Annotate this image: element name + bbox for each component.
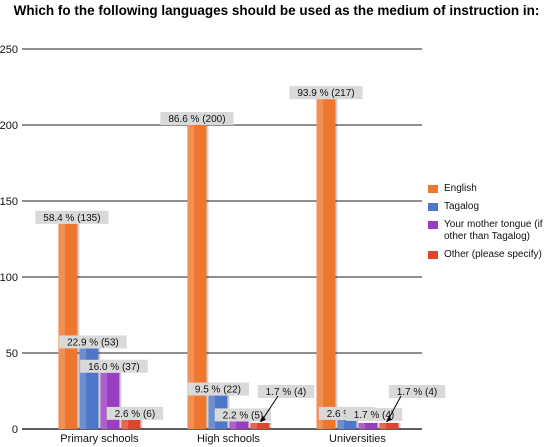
- label-leader-arrow: [259, 415, 266, 422]
- legend-label: English: [444, 183, 477, 194]
- bar: [229, 421, 249, 429]
- data-label: 1.7 % (4): [354, 410, 395, 421]
- data-label-box: [388, 385, 446, 398]
- data-label-box: [186, 382, 249, 396]
- bar-highlight: [121, 419, 129, 429]
- bar: [187, 125, 207, 429]
- bar-highlight: [100, 372, 108, 429]
- bar-highlight: [58, 223, 66, 429]
- bar: [316, 99, 336, 429]
- x-tick-label: High schools: [197, 433, 260, 445]
- data-label: 22.9 % (53): [67, 337, 119, 348]
- data-label: 1.7 % (4): [397, 387, 438, 398]
- bar: [358, 422, 378, 429]
- legend-swatch: [428, 251, 438, 259]
- bar-highlight: [208, 395, 216, 429]
- data-label-box: [289, 86, 363, 100]
- x-tick-label: Universities: [329, 433, 386, 445]
- data-label: 9.5 % (22): [195, 385, 241, 396]
- y-tick-label: 0: [12, 424, 18, 436]
- data-label-box: [59, 335, 127, 349]
- bar: [58, 223, 78, 429]
- y-tick-label: 150: [0, 196, 18, 208]
- y-tick-label: 50: [6, 348, 18, 360]
- data-label: 2.6 % (6): [115, 409, 156, 420]
- bar-highlight: [316, 99, 324, 429]
- data-label: 86.6 % (200): [168, 114, 225, 125]
- data-label: 1.7 % (4): [266, 387, 307, 398]
- data-label: 16.0 % (37): [88, 362, 140, 373]
- legend-label: Tagalog: [444, 201, 480, 212]
- chart-title: Which fo the following languages should …: [13, 3, 540, 18]
- y-tick-label: 250: [0, 44, 18, 56]
- bar: [250, 422, 270, 429]
- bar-highlight: [187, 125, 195, 429]
- data-label: 58.4 % (135): [43, 213, 100, 224]
- legend-label: Your mother tongue (if other than Tagalo…: [444, 219, 543, 242]
- data-label: 93.9 % (217): [297, 88, 354, 99]
- bar-highlight: [79, 348, 87, 429]
- legend-item: Other (please specify): [426, 249, 551, 261]
- legend-item: English: [426, 183, 551, 195]
- data-label-box: [35, 210, 109, 224]
- data-label-box: [80, 359, 148, 373]
- data-label-box: [106, 406, 164, 420]
- data-label-box: [257, 385, 315, 398]
- data-label: 2.2 % (5): [223, 410, 264, 421]
- legend-item: Your mother tongue (if other than Tagalo…: [426, 219, 551, 243]
- data-label-box: [214, 408, 272, 422]
- x-tick-label: Primary schools: [60, 433, 139, 445]
- bar-highlight: [229, 421, 237, 429]
- legend-label: Other (please specify): [444, 249, 542, 260]
- bar-highlight: [250, 422, 258, 429]
- y-tick-label: 200: [0, 120, 18, 132]
- bar-highlight: [337, 419, 345, 429]
- legend-item: Tagalog: [426, 201, 551, 213]
- legend-swatch: [428, 185, 438, 193]
- data-label-box: [160, 112, 234, 125]
- legend-swatch: [428, 221, 438, 229]
- bar: [337, 419, 357, 429]
- legend-swatch: [428, 203, 438, 211]
- y-tick-label: 100: [0, 272, 18, 284]
- bar: [121, 419, 141, 429]
- data-label-box: [345, 407, 403, 421]
- label-leader-arrow: [385, 415, 392, 422]
- chart-legend: English Tagalog Your mother tongue (if oth…: [426, 183, 551, 267]
- bar-highlight: [358, 422, 366, 429]
- bar-highlight: [379, 422, 387, 429]
- bar: [379, 422, 399, 429]
